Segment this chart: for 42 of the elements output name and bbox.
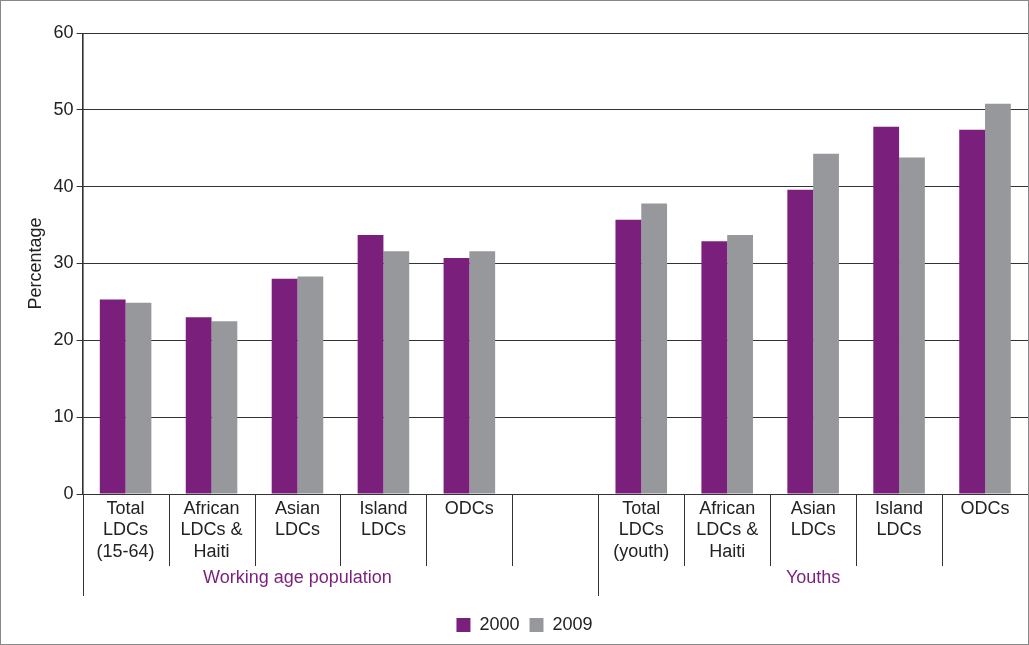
bar [443, 258, 470, 494]
bar [787, 189, 814, 494]
x-tick-label: Total LDCs (youth) [613, 497, 670, 561]
bar [899, 157, 925, 494]
y-tick-label: 20 [53, 329, 74, 350]
bar [959, 129, 986, 494]
bar [469, 251, 496, 494]
y-tick-label: 50 [53, 98, 74, 119]
bar [727, 235, 753, 494]
bar [185, 317, 212, 494]
bar [297, 276, 324, 494]
y-axis-title: Percentage [24, 217, 45, 310]
legend-label: 2009 [552, 613, 593, 634]
y-tick-label: 40 [53, 175, 74, 196]
x-tick-label: Island LDCs [875, 497, 924, 540]
x-tick-label: ODCs [960, 497, 1010, 518]
y-tick-label: 0 [63, 482, 74, 503]
bar [99, 299, 126, 494]
bar [873, 126, 900, 494]
bar [125, 302, 152, 494]
y-tick-label: 30 [53, 252, 74, 273]
x-tick-label: Total LDCs (15-64) [96, 497, 155, 561]
legend-label: 2000 [479, 613, 520, 634]
bar [615, 219, 642, 494]
x-tick-label: African LDCs & Haiti [180, 497, 243, 561]
text: Working age population [203, 566, 392, 587]
bar [383, 251, 410, 494]
bar [271, 278, 298, 494]
bar [701, 241, 728, 494]
text: Youths [785, 566, 841, 587]
y-tick-label: 60 [53, 21, 74, 42]
x-tick-label: Asian LDCs [274, 497, 320, 540]
x-tick-label: Asian LDCs [790, 497, 836, 540]
bar [813, 153, 839, 494]
bar [211, 321, 238, 494]
x-tick-label: ODCs [444, 497, 494, 518]
bar [985, 103, 1011, 494]
y-tick-label: 10 [53, 406, 74, 427]
x-tick-label: African LDCs & Haiti [696, 497, 759, 561]
bar [641, 203, 668, 494]
x-tick-label: Island LDCs [359, 497, 408, 540]
bar [357, 235, 384, 494]
